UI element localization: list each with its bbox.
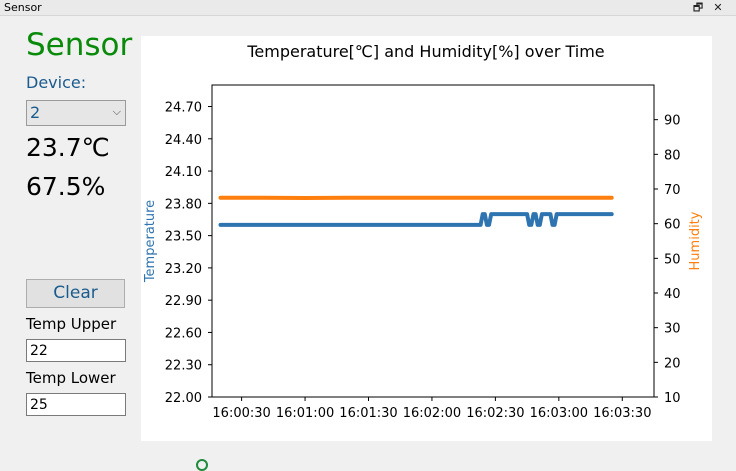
y-left-tick-label: 22.90 [165, 294, 202, 309]
clear-button[interactable]: Clear [26, 279, 125, 308]
y-left-tick-label: 24.10 [165, 165, 202, 180]
y-right-tick-label: 80 [664, 148, 681, 163]
temperature-reading: 23.7℃ [26, 133, 110, 162]
sensor-heading: Sensor [26, 27, 132, 63]
y-right-tick-label: 30 [664, 322, 681, 337]
y-right-tick-label: 70 [664, 183, 681, 198]
y-right-tick-label: 10 [664, 391, 681, 406]
device-select[interactable]: 2 ⌵ [26, 100, 126, 126]
temp-lower-label: Temp Lower [26, 369, 116, 387]
chart-title: Temperature[℃] and Humidity[%] over Time [246, 42, 604, 61]
x-tick-label: 16:00:30 [212, 406, 270, 421]
device-label: Device: [26, 73, 86, 92]
x-tick-label: 16:02:30 [466, 406, 524, 421]
temperature-series-line [221, 214, 612, 225]
temp-upper-label: Temp Upper [26, 315, 116, 333]
y-right-tick-label: 90 [664, 114, 681, 129]
y-right-tick-label: 40 [664, 287, 681, 302]
bottom-strip [0, 456, 736, 465]
chevron-down-icon: ⌵ [113, 105, 121, 119]
y-left-axis-label: Temperature [143, 200, 158, 283]
y-left-tick-label: 24.70 [165, 101, 202, 116]
y-left-tick-label: 23.20 [165, 262, 202, 277]
window-titlebar: Sensor 🗗 ✕ [0, 0, 736, 16]
close-icon[interactable]: ✕ [710, 0, 726, 15]
restore-icon[interactable]: 🗗 [690, 0, 706, 15]
y-left-tick-label: 22.30 [165, 359, 202, 374]
plot-frame [212, 85, 654, 397]
y-left-tick-label: 22.00 [165, 391, 202, 406]
y-right-tick-label: 20 [664, 356, 681, 371]
temp-lower-input[interactable] [26, 393, 126, 416]
x-tick-label: 16:03:00 [530, 406, 588, 421]
y-left-tick-label: 24.40 [165, 133, 202, 148]
x-tick-label: 16:02:00 [403, 406, 461, 421]
y-right-tick-label: 60 [664, 218, 681, 233]
y-right-tick-label: 50 [664, 252, 681, 267]
y-left-tick-label: 22.60 [165, 326, 202, 341]
device-select-value: 2 [30, 103, 40, 122]
x-tick-label: 16:03:30 [593, 406, 651, 421]
x-tick-label: 16:01:30 [339, 406, 397, 421]
y-left-tick-label: 23.80 [165, 197, 202, 212]
humidity-reading: 67.5% [26, 172, 105, 201]
temperature-humidity-chart: Temperature[℃] and Humidity[%] over Time… [141, 36, 712, 441]
y-right-axis-label: Humidity [688, 211, 703, 270]
status-indicator-icon [196, 459, 208, 471]
y-left-tick-label: 23.50 [165, 230, 202, 245]
window-title: Sensor [4, 0, 42, 15]
temp-upper-input[interactable] [26, 339, 126, 362]
x-tick-label: 16:01:00 [276, 406, 334, 421]
chart-panel: Temperature[℃] and Humidity[%] over Time… [141, 36, 712, 441]
